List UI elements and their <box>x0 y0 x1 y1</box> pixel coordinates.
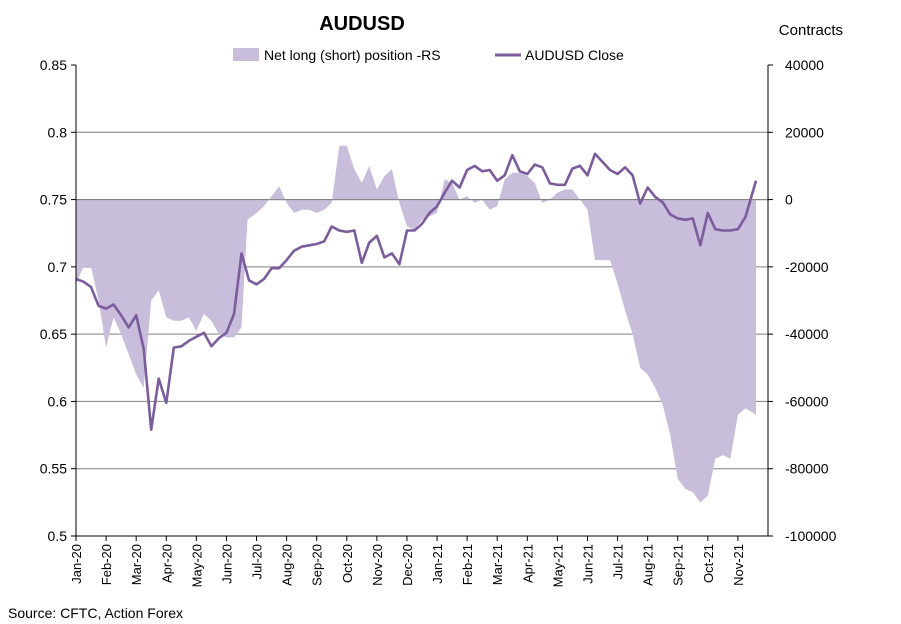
x-tick-label: Aug-21 <box>641 544 656 586</box>
x-tick-label: Jan-21 <box>430 544 445 584</box>
x-tick-label: Jul-21 <box>611 544 626 579</box>
right-tick-label: -20000 <box>785 259 829 275</box>
x-tick-label: Jan-20 <box>69 544 84 584</box>
x-tick-label: Nov-21 <box>731 544 746 586</box>
right-tick-label: 20000 <box>785 124 824 140</box>
legend-area-label: Net long (short) position -RS <box>264 47 441 63</box>
right-tick-label: -40000 <box>785 326 829 342</box>
x-tick-label: Jul-20 <box>250 544 265 579</box>
x-tick-label: May-20 <box>189 544 204 587</box>
right-axis-label: Contracts <box>779 22 843 39</box>
right-tick-label: -100000 <box>785 528 837 544</box>
right-tick-label: 0 <box>785 192 793 208</box>
legend-line-label: AUDUSD Close <box>525 47 624 63</box>
chart-title: AUDUSD <box>319 13 405 35</box>
right-tick-label: 40000 <box>785 57 824 73</box>
right-axis-ticks: -100000 -80000 -60000 -40000 -20000 0 20000 400… <box>768 57 837 544</box>
legend: Net long (short) position -RS AUDUSD Clo… <box>233 47 624 63</box>
left-axis-ticks: 0.5 0.55 0.6 0.65 0.7 0.75 0.8 0.85 <box>40 57 76 544</box>
x-tick-label: Oct-21 <box>701 544 716 583</box>
x-tick-label: Mar-21 <box>490 544 505 585</box>
audusd-close-line <box>75 152 758 432</box>
right-tick-label: -80000 <box>785 461 829 477</box>
x-tick-label: May-21 <box>550 544 565 587</box>
x-tick-label: Aug-20 <box>280 544 295 586</box>
left-tick-label: 0.5 <box>48 528 68 544</box>
left-tick-label: 0.8 <box>48 124 68 140</box>
source-note: Source: CFTC, Action Forex <box>8 605 183 621</box>
x-tick-label: Oct-20 <box>340 544 355 583</box>
right-tick-label: -60000 <box>785 393 829 409</box>
left-tick-label: 0.85 <box>40 57 67 73</box>
left-tick-label: 0.6 <box>48 393 68 409</box>
legend-area-swatch <box>233 48 259 61</box>
x-axis-ticks: Jan-20 Feb-20 Mar-20 Apr-20 May-20 Jun-20 Jul-… <box>69 536 746 587</box>
left-tick-label: 0.75 <box>40 192 67 208</box>
x-tick-label: Jun-21 <box>580 544 595 584</box>
axes <box>75 65 769 537</box>
x-tick-label: Nov-20 <box>370 544 385 586</box>
x-tick-label: Apr-20 <box>159 544 174 583</box>
x-tick-label: Sep-21 <box>671 544 686 586</box>
x-tick-label: Sep-20 <box>310 544 325 586</box>
x-tick-label: Mar-20 <box>129 544 144 585</box>
x-tick-label: Apr-21 <box>520 544 535 583</box>
left-tick-label: 0.7 <box>48 259 68 275</box>
net-position-area-layer <box>76 145 768 503</box>
net-position-area <box>76 145 756 503</box>
left-tick-label: 0.65 <box>40 326 67 342</box>
x-tick-label: Dec-20 <box>400 544 415 586</box>
left-tick-label: 0.55 <box>40 461 67 477</box>
x-tick-label: Feb-20 <box>99 544 114 585</box>
audusd-close-line-layer <box>75 152 758 432</box>
x-tick-label: Feb-21 <box>460 544 475 585</box>
x-tick-label: Jun-20 <box>219 544 234 584</box>
